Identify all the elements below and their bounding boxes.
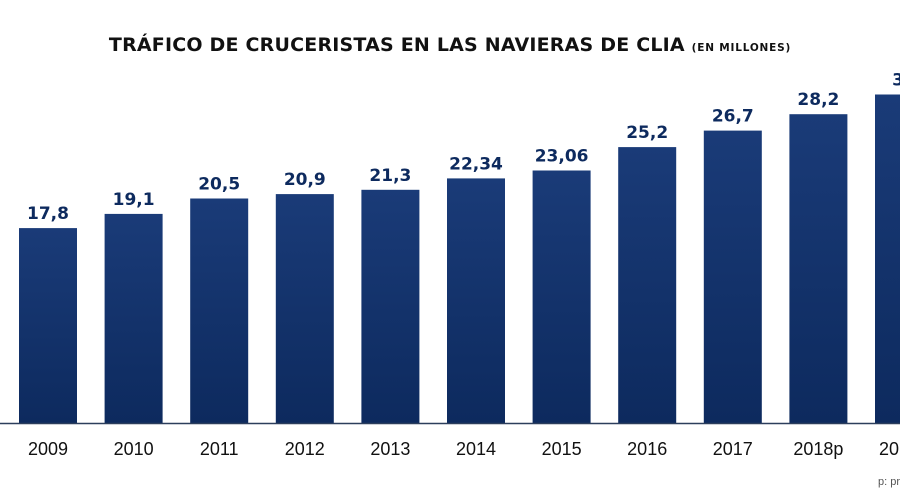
chart-title-main: TRÁFICO DE CRUCERISTAS EN LAS NAVIERAS D… [108,34,685,56]
x-tick-label-2010: 2010 [114,439,154,459]
x-tick-label-2017: 2017 [713,439,753,459]
x-tick-label-2012: 2012 [285,439,325,459]
x-tick-label-2015: 2015 [542,439,582,459]
bar-2015 [532,170,591,423]
bar-2016 [618,147,677,423]
chart-subtitle: (EN MILLONES) [691,42,792,54]
x-tick-label-2009: 2009 [28,439,68,459]
bar-2014 [447,178,505,423]
data-label-2010: 19,1 [113,190,155,210]
data-label-2013: 21,3 [369,166,411,186]
x-tick-label-2019p: 2019p [879,439,900,459]
x-tick-label-2011: 2011 [200,439,239,459]
bar-2019p [875,94,900,423]
data-label-2014: 22,34 [449,154,503,174]
bar-2010 [104,213,163,423]
footnote: p: previsión [878,476,900,488]
data-label-2015: 23,06 [535,147,589,167]
bar-2013 [361,189,420,423]
data-label-2016: 25,2 [626,123,668,143]
bar-2009 [19,228,77,423]
data-label-2009: 17,8 [27,204,69,224]
chart-title: TRÁFICO DE CRUCERISTAS EN LAS NAVIERAS D… [0,34,900,56]
data-label-2017: 26,7 [712,107,754,127]
data-label-2012: 20,9 [284,170,326,190]
bar-2017 [703,130,762,423]
data-label-2011: 20,5 [198,175,240,195]
x-tick-label-2018p: 2018p [793,439,843,459]
x-tick-label-2014: 2014 [456,439,496,459]
data-label-2019p: 30 [892,71,900,91]
x-tick-label-2013: 2013 [370,439,410,459]
bar-2018p [789,114,848,423]
data-label-2018p: 28,2 [797,90,839,110]
x-tick-label-2016: 2016 [627,439,667,459]
bar-2012 [275,194,334,423]
bar-2011 [190,198,249,423]
